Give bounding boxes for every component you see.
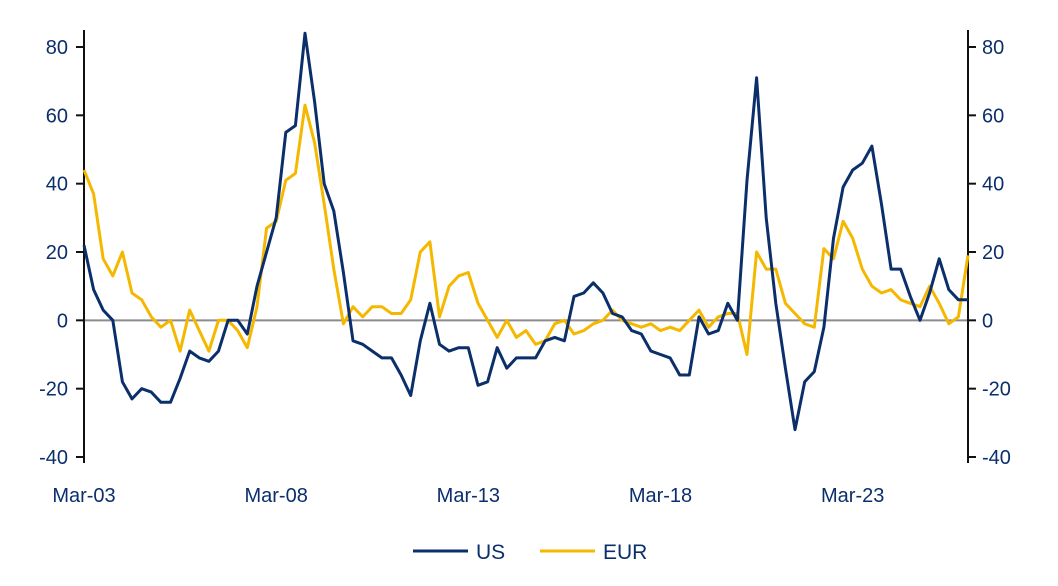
right-y-ticks: -40 -20 0 20 40 60 80 — [968, 37, 1011, 469]
x-ticks: Mar-03 Mar-08 Mar-13 Mar-18 Mar-23 — [52, 485, 884, 507]
right-y-tick-label: 60 — [982, 105, 1004, 127]
legend-label-us: US — [476, 541, 505, 564]
right-y-tick-label: -40 — [982, 447, 1011, 469]
right-y-tick-label: 80 — [982, 37, 1004, 59]
series-line-us — [82, 31, 968, 432]
x-tick-label: Mar-03 — [52, 485, 115, 507]
right-y-tick-label: 0 — [982, 310, 993, 332]
x-tick-label: Mar-08 — [244, 485, 307, 507]
x-tick-label: Mar-23 — [821, 485, 884, 507]
series-line-eur — [82, 103, 970, 356]
x-tick-label: Mar-18 — [629, 485, 692, 507]
left-y-tick-label: -40 — [39, 447, 68, 469]
legend: US EUR — [413, 541, 647, 564]
left-y-tick-label: 0 — [57, 310, 68, 332]
left-y-tick-label: 40 — [46, 174, 68, 196]
right-y-tick-label: 20 — [982, 242, 1004, 264]
left-y-tick-label: 60 — [46, 105, 68, 127]
right-y-tick-label: 40 — [982, 174, 1004, 196]
right-y-tick-label: -20 — [982, 379, 1011, 401]
legend-label-eur: EUR — [603, 541, 647, 564]
left-y-ticks: -40 -20 0 20 40 60 80 — [39, 37, 84, 469]
left-y-tick-label: 20 — [46, 242, 68, 264]
left-y-tick-label: 80 — [46, 37, 68, 59]
left-y-tick-label: -20 — [39, 379, 68, 401]
x-tick-label: Mar-13 — [437, 485, 500, 507]
